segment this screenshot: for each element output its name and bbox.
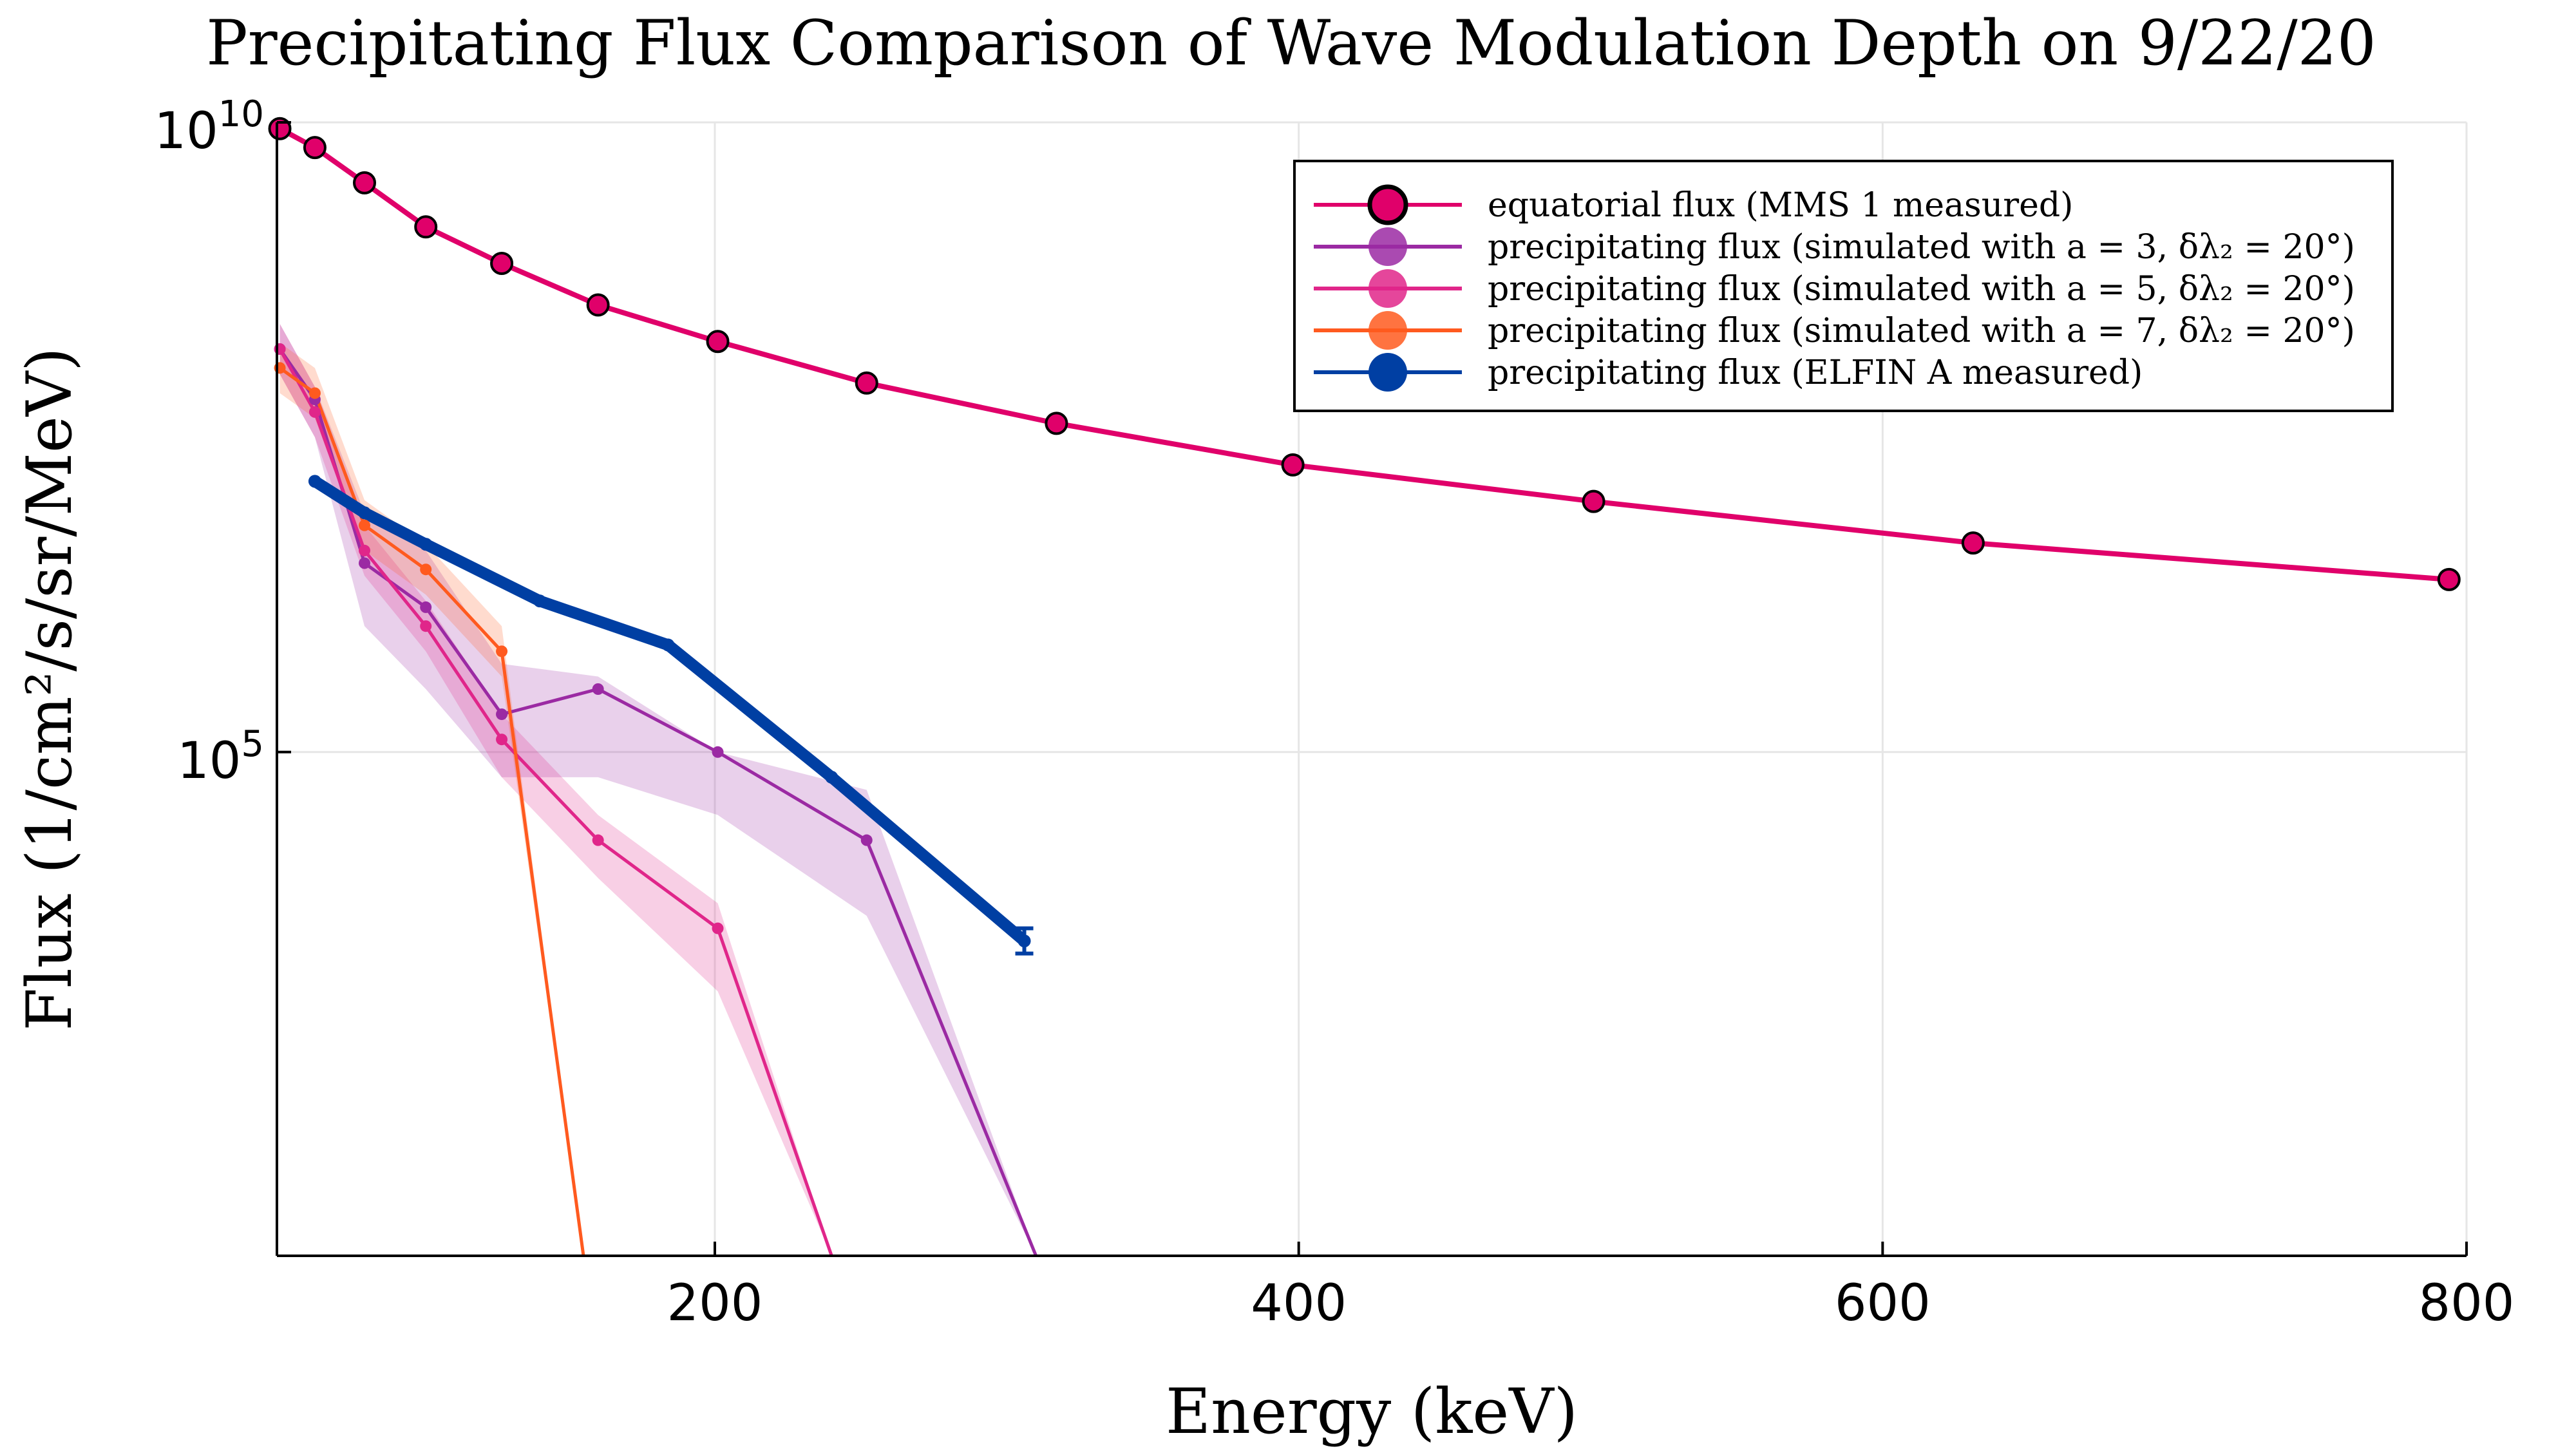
series-4-point [496,645,508,658]
series-2-line [278,348,1037,1256]
series-5-point [661,638,675,652]
x-tick-label: 200 [667,1274,763,1332]
x-tick-label: 600 [1835,1274,1931,1332]
legend-box [1293,160,2394,412]
series-1-point [490,252,514,276]
series-3-point [712,922,724,934]
uncertainty-bands [279,323,1036,1256]
series-3-point [420,620,432,632]
y-axis-label: Flux (1/cm²/s/sr/MeV) [14,347,86,1030]
series-1-point [855,371,878,395]
legend-label: precipitating flux (simulated with a = 5… [1488,270,2355,308]
legend-label: precipitating flux (simulated with a = 3… [1488,228,2355,267]
series-4-point [420,564,432,576]
x-axis-ticks: 200 400 600 800 [667,1242,2515,1332]
series-1-point [414,215,438,239]
y-tick-label: 1010 [154,93,264,160]
series-2-point [359,557,370,569]
series-2-point [420,601,432,613]
series-5-point [308,475,321,488]
series-1-point [353,171,376,194]
series-2-band [279,323,1036,1256]
legend: equatorial flux (MMS 1 measured)precipit… [1293,160,2394,412]
legend-label: equatorial flux (MMS 1 measured) [1488,186,2073,225]
series-3-point [308,406,321,418]
series-1-point [586,293,610,317]
series-5-point [419,538,433,551]
y-axis-ticks: 105 1010 [154,93,291,790]
legend-swatch-marker [1368,353,1407,392]
series-1-point [303,136,327,160]
series-4-point [359,519,370,531]
series-4-line [279,366,585,1256]
series-1-point [1582,489,1605,513]
series-2-point [860,834,873,846]
series-3-band [279,323,832,1256]
y-tick-label: 105 [177,723,264,790]
series-2-point [592,683,604,695]
series-3-point [496,734,508,746]
x-tick-label: 400 [1251,1274,1347,1332]
legend-swatch-marker [1368,269,1407,308]
series-1-point [1281,453,1305,477]
legend-swatch-marker [1367,184,1408,225]
chart-title: Precipitating Flux Comparison of Wave Mo… [206,7,2376,79]
series-3-point [359,544,370,556]
legend-swatch-marker [1368,227,1407,266]
series-5-point [358,506,371,520]
legend-swatch-marker [1368,311,1407,350]
series-3-line [278,348,833,1256]
series-1-point [1045,412,1068,435]
series-5-point [533,594,546,608]
legend-label: precipitating flux (simulated with a = 7… [1488,312,2355,350]
series-1-point [706,330,730,354]
x-axis-label: Energy (keV) [1166,1376,1578,1448]
series-3-point [592,834,604,846]
series-2-point [712,746,724,758]
legend-label: precipitating flux (ELFIN A measured) [1488,354,2143,392]
series-1-point [1961,531,1985,555]
series-5-point [825,770,838,784]
series-1-point [2437,567,2461,591]
series-4-point [308,387,321,399]
series-2-point [496,708,508,721]
x-tick-label: 800 [2419,1274,2515,1332]
